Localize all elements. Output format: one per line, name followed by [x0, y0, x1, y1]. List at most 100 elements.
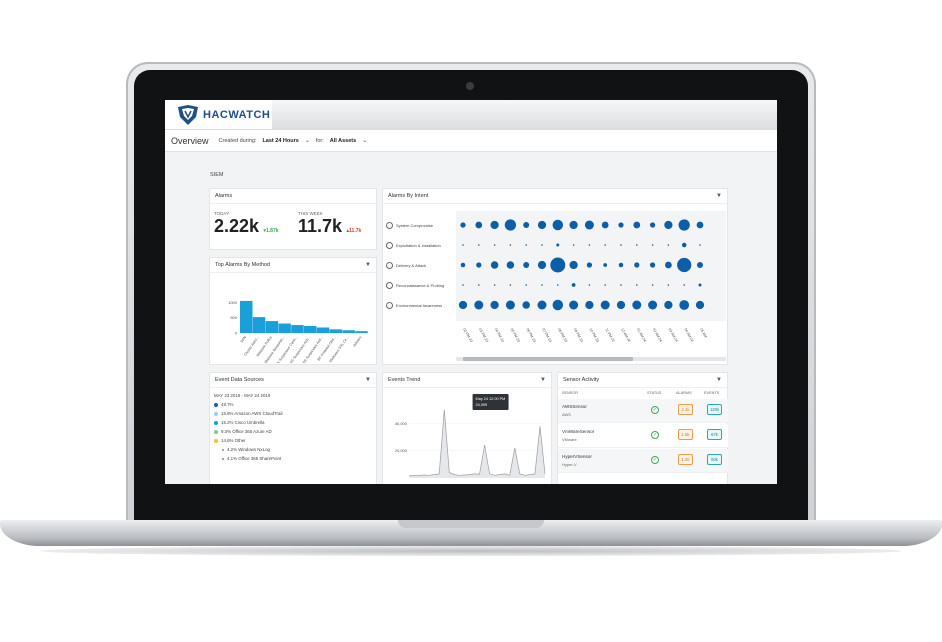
source-item[interactable]: 15.8% Amazon AWS CloudTrail [214, 409, 372, 418]
col-events[interactable]: EVENTS [704, 391, 720, 395]
intent-bubble[interactable] [460, 222, 466, 228]
bar[interactable] [355, 331, 368, 333]
intent-bubble[interactable] [490, 220, 499, 230]
intent-bubble[interactable] [665, 261, 672, 269]
bar[interactable] [329, 329, 343, 333]
bar[interactable] [291, 325, 304, 333]
intent-bubble[interactable] [636, 244, 638, 246]
intent-bubble[interactable] [618, 262, 624, 268]
col-status[interactable]: STATUS [647, 391, 662, 395]
intent-bubble[interactable] [588, 284, 591, 286]
intent-bubble[interactable] [632, 300, 642, 310]
intent-bubble[interactable] [588, 244, 591, 246]
filter-icon[interactable]: ▼ [716, 193, 722, 199]
intent-bubble[interactable] [493, 284, 496, 286]
intent-bubble[interactable] [474, 300, 484, 310]
intent-bubble[interactable] [651, 284, 654, 286]
intent-bubble[interactable] [681, 242, 687, 248]
filter-icon[interactable]: ▼ [540, 377, 546, 383]
intent-bubble[interactable] [523, 262, 530, 268]
intent-bubble[interactable] [476, 262, 482, 268]
intent-bubble[interactable] [552, 219, 564, 231]
intent-bubble[interactable] [458, 300, 468, 310]
intent-bubble[interactable] [569, 260, 578, 270]
intent-bubble[interactable] [525, 284, 527, 286]
intent-bubble[interactable] [490, 261, 499, 269]
chevron-down-icon[interactable]: ⌄ [304, 138, 310, 144]
source-item[interactable]: 48.7% [214, 400, 372, 409]
events-badge[interactable]: 60k [707, 454, 722, 465]
intent-bubble[interactable] [679, 300, 690, 310]
intent-bubble[interactable] [603, 263, 608, 267]
intent-bubble[interactable] [475, 221, 483, 229]
intent-bubble[interactable] [649, 262, 656, 268]
intent-bubble[interactable] [478, 244, 480, 246]
intent-bubble[interactable] [552, 299, 564, 311]
trend-line[interactable] [408, 409, 546, 477]
sensor-name[interactable]: AWSSensor [562, 404, 587, 409]
intent-bubble[interactable] [490, 300, 499, 310]
asset-select[interactable]: All Assets [329, 137, 357, 144]
intent-bubble[interactable] [601, 221, 609, 229]
col-alarms[interactable]: ALARMS [676, 391, 692, 395]
intent-bubble[interactable] [695, 300, 705, 310]
intent-bubble[interactable] [667, 284, 670, 286]
scrollbar-thumb[interactable] [463, 357, 633, 361]
source-item[interactable]: 9.3% Office 365 Azure AD [214, 427, 372, 436]
intent-bubble[interactable] [537, 220, 547, 230]
intent-bubble[interactable] [509, 244, 512, 246]
intent-bubble[interactable] [664, 300, 673, 310]
col-sensor[interactable]: SENSOR [562, 391, 579, 395]
intent-bubble[interactable] [620, 284, 622, 286]
intent-bubble[interactable] [523, 222, 530, 228]
intent-bubble[interactable] [460, 262, 466, 268]
intent-bubble[interactable] [699, 244, 701, 246]
intent-bubble[interactable] [696, 221, 704, 229]
intent-bubble[interactable] [651, 244, 654, 246]
table-row[interactable]: HyperVSensor Hyper-V ✓ 1.2k 60k [558, 449, 728, 473]
intent-bubble[interactable] [509, 284, 512, 286]
intent-bubble[interactable] [648, 300, 658, 310]
intent-bubble[interactable] [620, 244, 622, 246]
intent-bubble[interactable] [604, 284, 606, 286]
intent-bubble[interactable] [537, 260, 547, 270]
intent-bubble[interactable] [550, 257, 566, 273]
intent-bubble[interactable] [571, 283, 576, 287]
intent-bubble[interactable] [525, 244, 527, 246]
intent-bubble[interactable] [557, 284, 559, 286]
alarms-badge[interactable]: 2.2k [678, 404, 693, 415]
chevron-down-icon[interactable]: ⌄ [362, 138, 368, 144]
intent-bubble[interactable] [478, 284, 480, 286]
intent-bubble[interactable] [600, 300, 610, 310]
filter-icon[interactable]: ▼ [716, 377, 722, 383]
intent-bubble[interactable] [541, 284, 543, 286]
intent-bubble[interactable] [585, 300, 594, 310]
intent-bubble[interactable] [462, 284, 464, 286]
bar[interactable] [316, 327, 330, 333]
intent-bubble[interactable] [505, 300, 515, 310]
source-item[interactable]: 4.2% Windows NxLog [214, 445, 372, 454]
intent-bubble[interactable] [667, 244, 670, 246]
source-item[interactable]: 15.2% Cisco Umbrella [214, 418, 372, 427]
intent-bubble[interactable] [664, 220, 673, 230]
intent-bubble[interactable] [683, 284, 685, 286]
intent-bubble[interactable] [677, 257, 692, 273]
intent-bubble[interactable] [636, 284, 638, 286]
intent-bubble[interactable] [616, 300, 626, 310]
intent-bubble[interactable] [649, 222, 656, 228]
filter-icon[interactable]: ▼ [365, 377, 371, 383]
events-badge[interactable]: 120k [707, 404, 722, 415]
source-item[interactable]: 4.1% Office 365 SharePoint [214, 454, 372, 463]
bar[interactable] [342, 330, 355, 333]
alarms-badge[interactable]: 1.5k [678, 429, 693, 440]
source-item[interactable]: 14.6% Other [214, 436, 372, 445]
bar[interactable] [304, 325, 317, 333]
intent-bubble[interactable] [678, 219, 690, 231]
alarms-badge[interactable]: 1.2k [678, 454, 693, 465]
intent-bubble[interactable] [584, 220, 594, 230]
sensor-name[interactable]: HyperVSensor [562, 454, 592, 459]
intent-bubble[interactable] [572, 244, 575, 246]
intent-bubble[interactable] [462, 244, 464, 246]
app-logo[interactable]: HACWATCH [177, 104, 270, 125]
table-row[interactable]: VmWareSensor VMware ✓ 1.5k 67k [558, 424, 728, 448]
